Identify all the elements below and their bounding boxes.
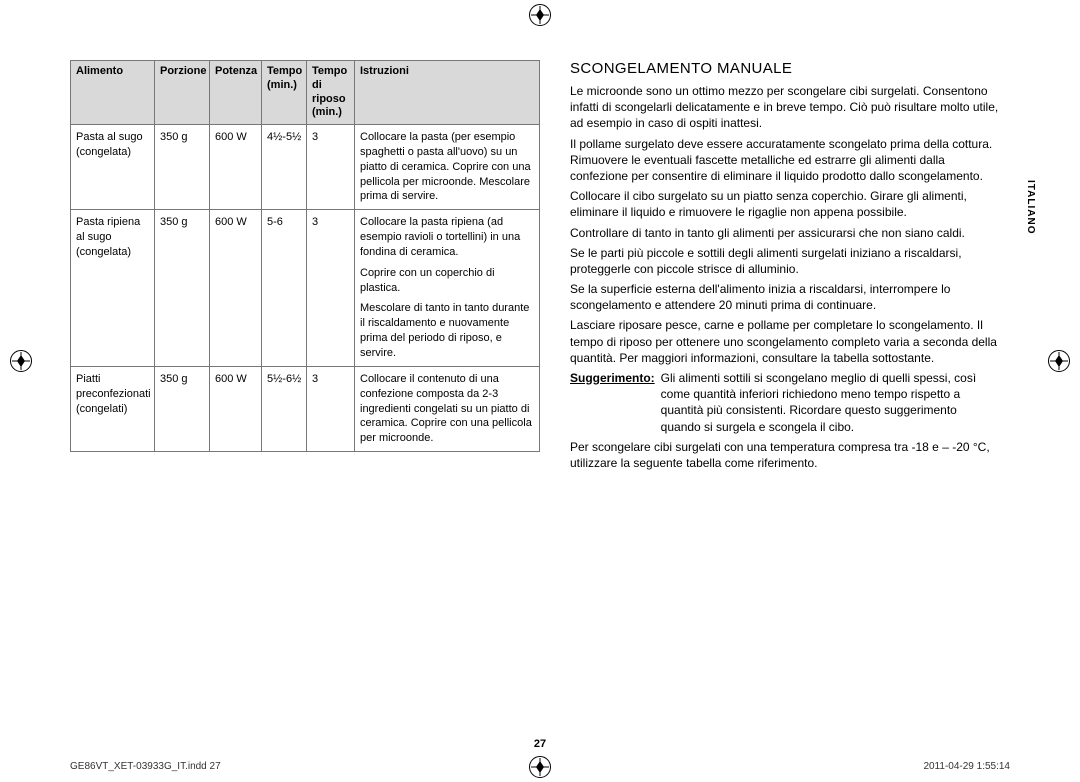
cell-istruzioni: Collocare la pasta (per esempio spaghett… (355, 125, 540, 210)
body-paragraph: Collocare il cibo surgelato su un piatto… (570, 188, 1000, 220)
cell-porzione: 350 g (155, 210, 210, 367)
cell-tempo: 5½-6½ (262, 366, 307, 451)
cell-alimento: Pasta al sugo (congelata) (71, 125, 155, 210)
cell-istruzioni: Collocare il contenuto di una confezione… (355, 366, 540, 451)
registration-mark-icon (1048, 350, 1070, 372)
th-alimento: Alimento (71, 61, 155, 125)
suggestion-label: Suggerimento: (570, 370, 655, 435)
body-paragraph: Il pollame surgelato deve essere accurat… (570, 136, 1000, 185)
language-tab: ITALIANO (1025, 180, 1036, 234)
suggestion-text: Gli alimenti sottili si scongelano megli… (661, 370, 1000, 435)
instruction-paragraph: Collocare il contenuto di una confezione… (360, 372, 534, 446)
food-table: Alimento Porzione Potenza Tempo (min.) T… (70, 60, 540, 452)
instruction-paragraph: Coprire con un coperchio di plastica. (360, 266, 534, 296)
cell-riposo: 3 (307, 210, 355, 367)
th-istruzioni: Istruzioni (355, 61, 540, 125)
instruction-paragraph: Collocare la pasta ripiena (ad esempio r… (360, 215, 534, 260)
instruction-paragraph: Mescolare di tanto in tanto durante il r… (360, 301, 534, 360)
body-paragraph: Le microonde sono un ottimo mezzo per sc… (570, 83, 1000, 132)
page-number: 27 (0, 738, 1080, 750)
cell-potenza: 600 W (210, 210, 262, 367)
cell-istruzioni: Collocare la pasta ripiena (ad esempio r… (355, 210, 540, 367)
cell-riposo: 3 (307, 366, 355, 451)
cell-tempo: 5-6 (262, 210, 307, 367)
registration-mark-icon (529, 756, 551, 778)
registration-mark-icon (10, 350, 32, 372)
body-paragraph: Per scongelare cibi surgelati con una te… (570, 439, 1000, 471)
body-paragraph: Se la superficie esterna dell'alimento i… (570, 281, 1000, 313)
body-paragraph: Se le parti più piccole e sottili degli … (570, 245, 1000, 277)
body-paragraph: Controllare di tanto in tanto gli alimen… (570, 225, 1000, 241)
cell-potenza: 600 W (210, 366, 262, 451)
body-paragraph: Lasciare riposare pesce, carne e pollame… (570, 317, 1000, 366)
cell-tempo: 4½-5½ (262, 125, 307, 210)
footer-filename: GE86VT_XET-03933G_IT.indd 27 (70, 761, 221, 772)
table-row: Pasta ripiena al sugo (congelata)350 g60… (71, 210, 540, 367)
cell-porzione: 350 g (155, 125, 210, 210)
cell-potenza: 600 W (210, 125, 262, 210)
table-row: Piatti preconfezionati (congelati)350 g6… (71, 366, 540, 451)
th-porzione: Porzione (155, 61, 210, 125)
footer-timestamp: 2011-04-29 1:55:14 (923, 761, 1010, 772)
page-content: Alimento Porzione Potenza Tempo (min.) T… (70, 60, 1010, 722)
right-column: SCONGELAMENTO MANUALE Le microonde sono … (570, 60, 1010, 722)
suggestion-block: Suggerimento: Gli alimenti sottili si sc… (570, 370, 1000, 435)
instruction-paragraph: Collocare la pasta (per esempio spaghett… (360, 130, 534, 204)
cell-alimento: Piatti preconfezionati (congelati) (71, 366, 155, 451)
table-row: Pasta al sugo (congelata)350 g600 W4½-5½… (71, 125, 540, 210)
section-title: SCONGELAMENTO MANUALE (570, 60, 1000, 77)
cell-porzione: 350 g (155, 366, 210, 451)
th-potenza: Potenza (210, 61, 262, 125)
th-tempo: Tempo (min.) (262, 61, 307, 125)
th-riposo: Tempo di riposo (min.) (307, 61, 355, 125)
cell-riposo: 3 (307, 125, 355, 210)
registration-mark-icon (529, 4, 551, 26)
left-column: Alimento Porzione Potenza Tempo (min.) T… (70, 60, 540, 722)
cell-alimento: Pasta ripiena al sugo (congelata) (71, 210, 155, 367)
